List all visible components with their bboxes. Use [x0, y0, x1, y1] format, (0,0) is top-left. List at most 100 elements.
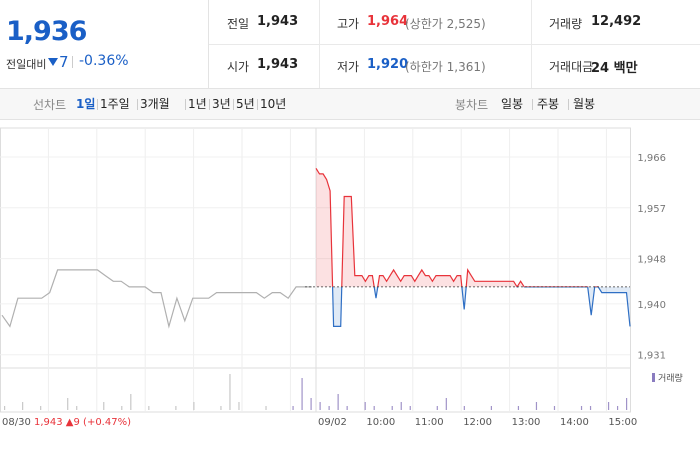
volume-bar	[328, 406, 330, 410]
y-tick-label: 1,940	[637, 300, 666, 311]
volume-legend-swatch	[652, 373, 655, 382]
x-tick-label: 14:00	[560, 417, 589, 428]
volume-bar	[175, 406, 177, 410]
volume-bar	[364, 402, 366, 410]
volume-bar	[436, 406, 438, 410]
x-tick-label: 13:00	[512, 417, 541, 428]
summary-value: 1,943	[257, 57, 299, 72]
tab[interactable]: 월봉	[573, 97, 596, 111]
volume-bar	[67, 398, 69, 410]
separator	[257, 99, 258, 110]
volume-bar	[517, 406, 520, 410]
volume-bar	[346, 406, 348, 410]
x-tick-label: 12:00	[463, 417, 492, 428]
x-tick-label: 09/02	[318, 417, 347, 428]
tab[interactable]: 3개월	[140, 97, 170, 111]
tab[interactable]: 일봉	[501, 97, 524, 111]
summary-label: 전일	[227, 17, 250, 31]
tab-group-label: 선차트	[33, 98, 67, 112]
summary-value: 12,492	[591, 14, 642, 29]
volume-bar	[391, 406, 393, 410]
tab-bar: 선차트 1일 1주일 3개월 1년 3년 5년 10년 봉차트 일봉 주봉 월봉	[0, 89, 700, 120]
summary-label: 거래대금	[549, 60, 594, 74]
divider	[209, 44, 700, 45]
volume-bar	[130, 394, 132, 410]
summary-value: 1,964	[367, 14, 409, 29]
volume-bar	[409, 406, 411, 410]
tab-group-label: 봉차트	[455, 98, 489, 112]
separator	[233, 99, 234, 110]
volume-bar	[103, 402, 105, 410]
x-tick-label: 11:00	[415, 417, 444, 428]
separator	[97, 99, 98, 110]
volume-bar	[490, 406, 492, 410]
separator	[568, 99, 569, 110]
prev-close-label: 1,943 ▲9 (+0.47%)	[34, 417, 131, 428]
line-up	[315, 167, 599, 287]
line	[1, 269, 312, 329]
price: 1,936	[6, 16, 87, 47]
volume-legend: 거래량	[658, 372, 683, 384]
x-tick-label: 10:00	[366, 417, 395, 428]
summary-label: 시가	[227, 60, 250, 74]
volume-bar	[319, 402, 321, 410]
y-tick-label: 1,957	[637, 204, 666, 215]
divider	[72, 56, 73, 68]
volume-bar	[4, 406, 6, 410]
volume-bar	[292, 406, 294, 410]
summary-value: 1,920	[367, 57, 409, 72]
separator	[532, 99, 533, 110]
separator	[209, 99, 210, 110]
volume-bar	[337, 394, 339, 410]
volume-bar	[22, 402, 24, 410]
summary-note: (하한가 1,361)	[405, 60, 486, 74]
volume-bar	[229, 374, 231, 410]
volume-bar	[553, 406, 556, 410]
volume-bar	[301, 378, 303, 410]
volume-bar	[220, 406, 222, 410]
summary-value: 1,943	[257, 14, 299, 29]
change-label: 전일대비	[6, 58, 47, 71]
volume-bar	[589, 406, 592, 410]
change-rate: -0.36%	[79, 53, 129, 69]
volume-bar	[616, 406, 619, 410]
tab[interactable]: 1주일	[100, 97, 130, 111]
volume-bar	[76, 406, 78, 410]
tab[interactable]: 3년	[212, 97, 231, 111]
y-tick-label: 1,931	[637, 351, 666, 362]
summary-note: (상한가 2,525)	[405, 17, 486, 31]
summary-label: 거래량	[549, 17, 583, 31]
volume-bar	[463, 406, 465, 410]
volume-bar	[373, 406, 375, 410]
x-tick-label: 08/30	[2, 417, 31, 428]
chart: 1,966 1,957 1,948 1,940 1,931 08/30 09/02 10:00…	[0, 127, 683, 428]
tab[interactable]: 주봉	[537, 97, 560, 111]
volume-bar	[121, 406, 123, 410]
y-tick-label: 1,948	[637, 255, 666, 266]
volume-bar	[310, 398, 312, 410]
x-tick-label: 15:00	[608, 417, 637, 428]
down-icon	[48, 58, 58, 66]
volume-bar	[580, 406, 583, 410]
volume-bar	[238, 402, 240, 410]
tab[interactable]: 1년	[188, 97, 207, 111]
volume-bar	[445, 398, 447, 410]
volume-bar	[535, 402, 538, 410]
volume-bar	[607, 402, 610, 410]
area-down	[316, 286, 630, 327]
separator	[185, 99, 186, 110]
volume-bar	[40, 406, 42, 410]
tab[interactable]: 1일	[76, 97, 96, 111]
summary: 전일 1,943 고가 1,964 (상한가 2,525) 거래량 12,492 시가 1,94…	[209, 0, 700, 89]
volume-bar	[400, 402, 402, 410]
volume-bar	[626, 398, 628, 410]
summary-label: 저가	[337, 60, 360, 74]
tab[interactable]: 10년	[260, 97, 287, 111]
tab[interactable]: 5년	[236, 97, 255, 111]
change: 7	[59, 53, 69, 71]
volume-bar	[148, 406, 150, 410]
summary-label: 고가	[337, 17, 360, 31]
summary-value: 24 백만	[591, 61, 638, 76]
area-up	[316, 168, 525, 287]
